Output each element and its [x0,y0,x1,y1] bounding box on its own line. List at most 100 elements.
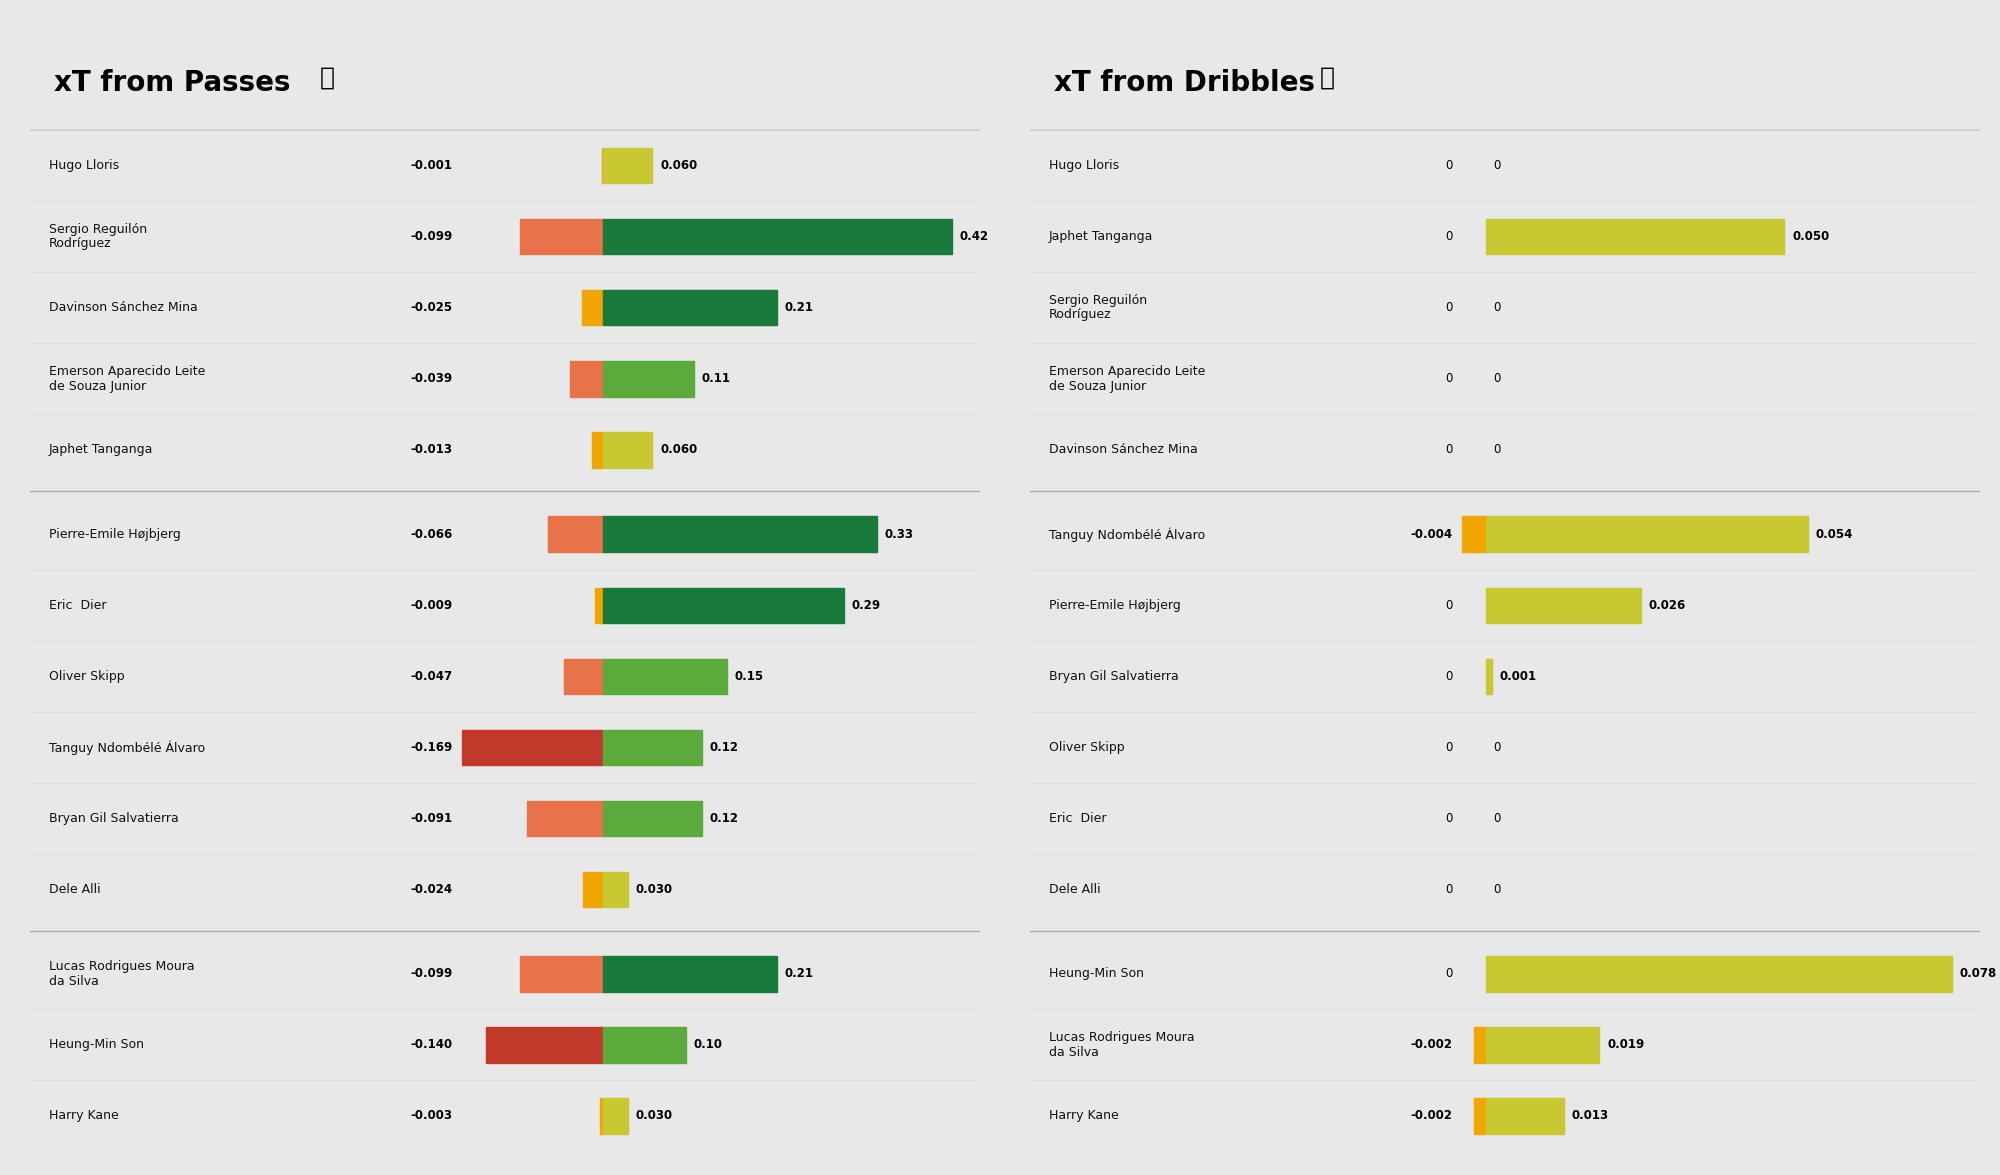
Bar [1486,219,1784,255]
Text: 0.29: 0.29 [852,599,880,612]
Bar [1486,1027,1600,1062]
Bar [602,290,778,325]
Text: -0.091: -0.091 [410,812,452,825]
Bar [1486,658,1492,694]
Text: 0.001: 0.001 [1500,670,1536,683]
Text: -0.025: -0.025 [410,301,452,314]
Bar [1486,956,1952,992]
Text: 0: 0 [1446,812,1452,825]
Bar [582,290,602,325]
Bar [592,432,602,468]
Text: -0.047: -0.047 [410,670,452,683]
Text: 0: 0 [1494,159,1502,173]
Text: -0.001: -0.001 [410,159,452,173]
Bar [1486,588,1642,623]
Bar [520,956,602,992]
Text: Pierre-Emile Højbjerg: Pierre-Emile Højbjerg [1048,599,1180,612]
Text: 0: 0 [1494,301,1502,314]
Bar [486,1027,602,1062]
Text: 0: 0 [1494,812,1502,825]
Text: 🐓: 🐓 [320,66,334,89]
Bar [548,517,602,552]
Text: 0.11: 0.11 [702,372,730,385]
Text: 0.050: 0.050 [1792,230,1830,243]
Bar [1474,1099,1486,1134]
Text: Heung-Min Son: Heung-Min Son [1048,967,1144,980]
Text: Dele Alli: Dele Alli [48,882,100,897]
Text: Eric  Dier: Eric Dier [1048,812,1106,825]
Bar [564,658,602,694]
Text: Japhet Tanganga: Japhet Tanganga [48,443,154,456]
Bar [602,1099,628,1134]
Text: 0.030: 0.030 [636,1109,672,1122]
Bar [602,800,702,837]
Text: Davinson Sánchez Mina: Davinson Sánchez Mina [1048,443,1198,456]
Text: 0.12: 0.12 [710,741,738,754]
Text: Harry Kane: Harry Kane [1048,1109,1118,1122]
Text: 0.060: 0.060 [660,443,698,456]
Text: Emerson Aparecido Leite
de Souza Junior: Emerson Aparecido Leite de Souza Junior [48,365,206,392]
Bar [602,148,652,183]
Bar [602,872,628,907]
Text: -0.140: -0.140 [410,1039,452,1052]
Text: Dele Alli: Dele Alli [1048,882,1100,897]
Text: 0: 0 [1446,230,1452,243]
Text: 0.026: 0.026 [1648,599,1686,612]
Text: Emerson Aparecido Leite
de Souza Junior: Emerson Aparecido Leite de Souza Junior [1048,365,1206,392]
Text: -0.009: -0.009 [410,599,452,612]
Bar [596,588,602,623]
Text: 0.030: 0.030 [636,882,672,897]
Bar [1474,1027,1486,1062]
Bar [602,730,702,765]
Text: xT from Dribbles: xT from Dribbles [1054,68,1314,96]
Text: -0.024: -0.024 [410,882,452,897]
Text: Davinson Sánchez Mina: Davinson Sánchez Mina [48,301,198,314]
Bar [570,361,602,396]
Bar [1486,1099,1564,1134]
Text: Hugo Lloris: Hugo Lloris [48,159,120,173]
Text: -0.066: -0.066 [410,528,452,540]
Text: -0.004: -0.004 [1410,528,1452,540]
Text: 0.013: 0.013 [1572,1109,1608,1122]
Text: 0.15: 0.15 [734,670,764,683]
Text: -0.099: -0.099 [410,967,452,980]
Text: 0.019: 0.019 [1608,1039,1644,1052]
Text: Tanguy Ndombélé Álvaro: Tanguy Ndombélé Álvaro [1048,528,1206,542]
Bar [600,1099,602,1134]
Bar [528,800,602,837]
Text: 0: 0 [1494,741,1502,754]
Text: 0.10: 0.10 [694,1039,722,1052]
Text: 0: 0 [1446,443,1452,456]
Text: 0: 0 [1446,372,1452,385]
Text: Lucas Rodrigues Moura
da Silva: Lucas Rodrigues Moura da Silva [48,960,194,988]
Text: Bryan Gil Salvatierra: Bryan Gil Salvatierra [1048,670,1178,683]
Bar [520,219,602,255]
Text: Eric  Dier: Eric Dier [48,599,106,612]
Text: Pierre-Emile Højbjerg: Pierre-Emile Højbjerg [48,528,180,540]
Text: 0: 0 [1446,670,1452,683]
Text: -0.099: -0.099 [410,230,452,243]
Bar [602,956,778,992]
Text: 0.054: 0.054 [1816,528,1854,540]
Text: 0: 0 [1494,372,1502,385]
Text: Oliver Skipp: Oliver Skipp [1048,741,1124,754]
Bar [602,588,844,623]
Bar [602,658,728,694]
Text: 0.12: 0.12 [710,812,738,825]
Bar [602,432,652,468]
Text: 0: 0 [1446,301,1452,314]
Text: 0: 0 [1446,599,1452,612]
Text: 🐓: 🐓 [1320,66,1334,89]
Text: Tanguy Ndombélé Álvaro: Tanguy Ndombélé Álvaro [48,740,206,754]
Text: 0.060: 0.060 [660,159,698,173]
Text: 0.078: 0.078 [1960,967,1996,980]
Bar [462,730,602,765]
Text: Hugo Lloris: Hugo Lloris [1048,159,1120,173]
Text: 0.33: 0.33 [884,528,914,540]
Text: 0.42: 0.42 [960,230,988,243]
Text: 0: 0 [1446,967,1452,980]
Bar [1462,517,1486,552]
Text: -0.003: -0.003 [410,1109,452,1122]
Text: Sergio Reguilón
Rodríguez: Sergio Reguilón Rodríguez [48,223,148,250]
Text: -0.013: -0.013 [410,443,452,456]
